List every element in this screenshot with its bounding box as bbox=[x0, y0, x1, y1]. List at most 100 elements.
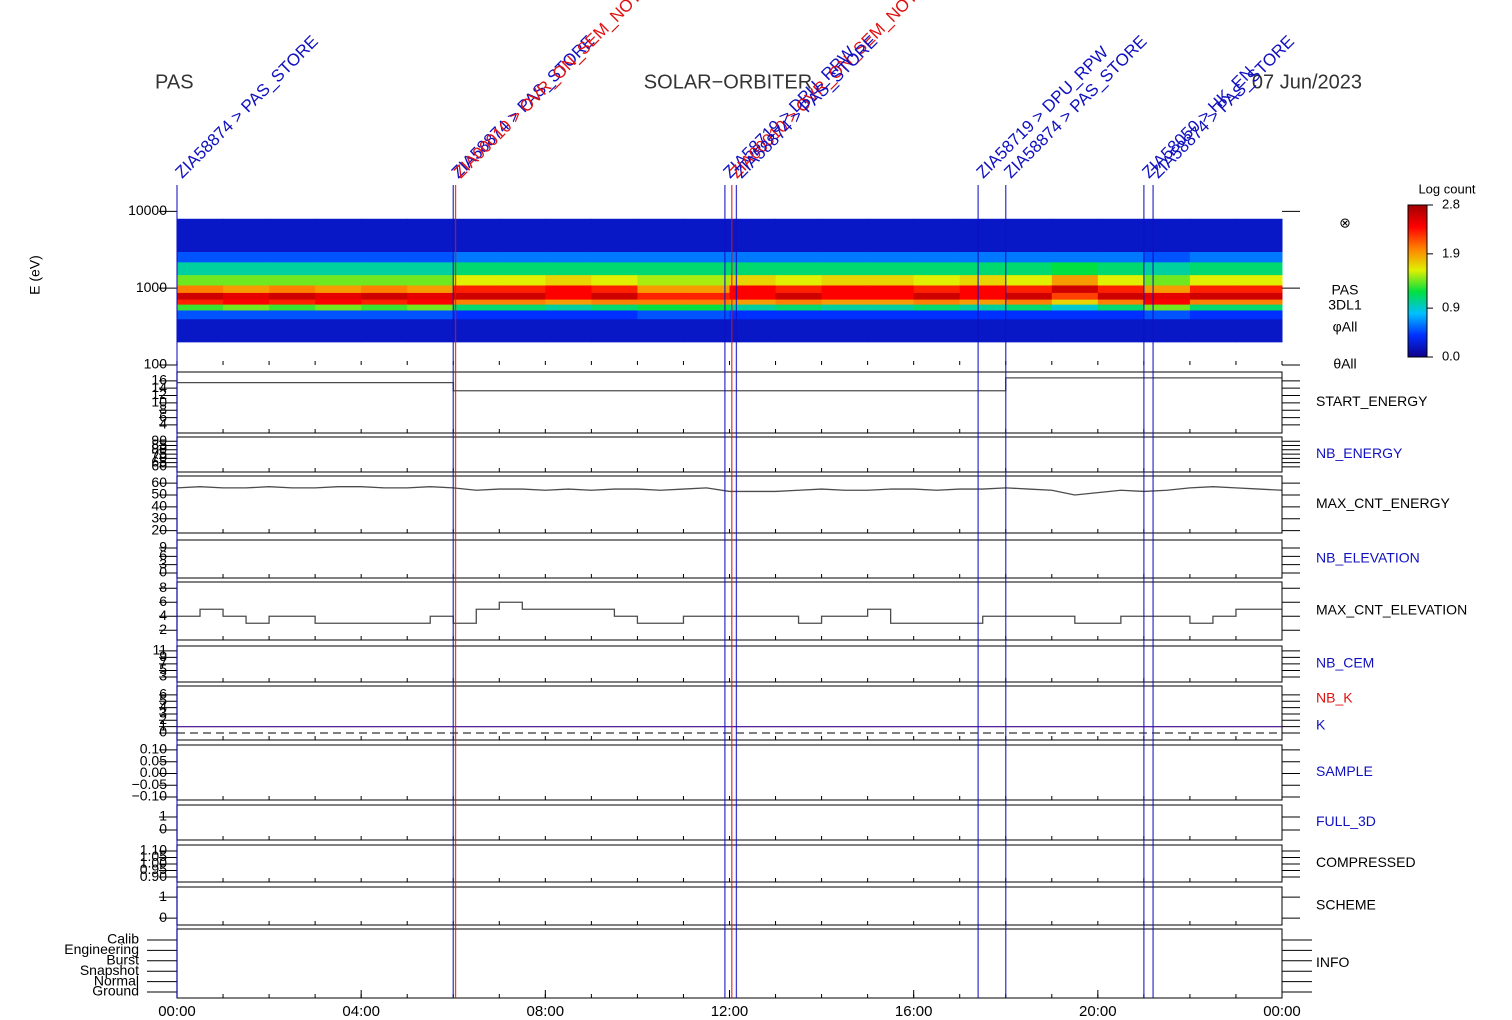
heatmap-cell bbox=[913, 292, 961, 300]
heatmap-cell bbox=[1235, 274, 1283, 286]
y-tick-label: 2 bbox=[159, 711, 167, 727]
y-tick-label: Engineering bbox=[64, 941, 139, 957]
heatmap-cell bbox=[499, 284, 546, 293]
y-tick-label: 90 bbox=[151, 432, 167, 448]
panel-frame bbox=[176, 371, 1283, 434]
heatmap-cell bbox=[1005, 218, 1053, 252]
heatmap-cell bbox=[453, 304, 500, 311]
heatmap-cell bbox=[453, 261, 500, 276]
panel-label: START_ENERGY bbox=[1316, 393, 1428, 409]
heatmap-cell bbox=[959, 299, 1007, 305]
heatmap-cell bbox=[959, 218, 1007, 252]
panel-frame bbox=[176, 581, 1283, 641]
heatmap-cell bbox=[315, 309, 362, 320]
y-tick-label: 3 bbox=[159, 705, 167, 721]
panel-label: MAX_CNT_ELEVATION bbox=[1316, 602, 1467, 618]
heatmap-cell bbox=[683, 309, 730, 320]
y-tick-label: 4 bbox=[159, 607, 167, 623]
heatmap-cell bbox=[1143, 318, 1191, 343]
header-left: PAS bbox=[155, 71, 194, 93]
heatmap-cell bbox=[775, 309, 823, 320]
heatmap-cell bbox=[499, 304, 546, 311]
y-tick-label: Calib bbox=[107, 931, 139, 947]
heatmap-cell bbox=[637, 304, 684, 311]
heatmap-cell bbox=[637, 292, 684, 300]
panel-label: 3DL1 bbox=[1328, 297, 1362, 313]
heatmap-cell bbox=[407, 318, 454, 343]
heatmap-cell bbox=[683, 318, 730, 343]
heatmap-cell bbox=[1143, 299, 1191, 305]
y-tick-label: Snapshot bbox=[80, 962, 139, 978]
heatmap-cell bbox=[177, 284, 224, 293]
y-tick-label: Normal bbox=[94, 972, 139, 988]
heatmap-cell bbox=[545, 299, 592, 305]
heatmap-cell bbox=[223, 318, 270, 343]
y-tick-label: 9 bbox=[159, 648, 167, 664]
heatmap-cell bbox=[867, 261, 915, 276]
heatmap-cell bbox=[1005, 318, 1053, 343]
heatmap-cell bbox=[1051, 318, 1099, 343]
heatmap-cell bbox=[545, 284, 592, 293]
heatmap-cell bbox=[269, 274, 316, 286]
y-tick-label: 60 bbox=[151, 474, 167, 490]
heatmap-cell bbox=[177, 274, 224, 286]
heatmap-cell bbox=[361, 292, 408, 300]
heatmap-cell bbox=[1189, 318, 1237, 343]
heatmap-cell bbox=[821, 304, 869, 311]
heatmap-cell bbox=[407, 309, 454, 320]
header-center: SOLAR−ORBITER bbox=[644, 71, 812, 93]
heatmap-cell bbox=[315, 284, 362, 293]
heatmap-cell bbox=[453, 274, 500, 286]
heatmap-cell bbox=[729, 284, 777, 293]
panel-label: FULL_3D bbox=[1316, 813, 1376, 829]
y-tick-label: 30 bbox=[151, 509, 167, 525]
heatmap-cell bbox=[1051, 299, 1099, 305]
heatmap-cell bbox=[361, 251, 408, 263]
heatmap-cell bbox=[683, 292, 730, 300]
heatmap-cell bbox=[499, 292, 546, 300]
heatmap-cell bbox=[775, 299, 823, 305]
heatmap-cell bbox=[177, 218, 224, 252]
heatmap-cell bbox=[729, 251, 777, 263]
heatmap-cell bbox=[729, 299, 777, 305]
y-tick-label: 1 bbox=[159, 808, 167, 824]
heatmap-cell bbox=[637, 274, 684, 286]
heatmap-cell bbox=[913, 299, 961, 305]
panel-label: PAS bbox=[1332, 282, 1359, 298]
heatmap-cell bbox=[1189, 304, 1237, 311]
heatmap-cell bbox=[683, 304, 730, 311]
y-tick-label: 1.00 bbox=[140, 855, 167, 871]
heatmap-cell bbox=[1051, 304, 1099, 311]
event-label: ZIA58719 > DPU_RPW bbox=[973, 43, 1112, 182]
y-tick-label: 20 bbox=[151, 521, 167, 537]
heatmap-cell bbox=[867, 304, 915, 311]
heatmap-cell bbox=[775, 292, 823, 300]
heatmap-cell bbox=[269, 218, 316, 252]
y-tick-label: 100 bbox=[144, 356, 168, 372]
heatmap-cell bbox=[1005, 261, 1053, 276]
panel-label: SAMPLE bbox=[1316, 763, 1373, 779]
y-tick-label: −0.05 bbox=[132, 776, 168, 792]
panel-frame bbox=[176, 475, 1283, 534]
heatmap-cell bbox=[1005, 292, 1053, 300]
panel-frame bbox=[176, 645, 1283, 683]
heatmap-cell bbox=[407, 284, 454, 293]
x-tick-label: 20:00 bbox=[1079, 1003, 1117, 1020]
heatmap-cell bbox=[453, 292, 500, 300]
heatmap-cell bbox=[1005, 284, 1053, 293]
heatmap-cell bbox=[1051, 284, 1099, 293]
heatmap-cell bbox=[453, 218, 500, 252]
y-tick-label: 6 bbox=[159, 547, 167, 563]
heatmap-cell bbox=[775, 218, 823, 252]
y-tick-label: 10 bbox=[151, 394, 167, 410]
heatmap-cell bbox=[1051, 251, 1099, 263]
heatmap-cell bbox=[177, 299, 224, 305]
heatmap-cell bbox=[269, 309, 316, 320]
heatmap-cell bbox=[959, 318, 1007, 343]
heatmap-cell bbox=[177, 292, 224, 300]
heatmap-cell bbox=[1005, 309, 1053, 320]
heatmap-cell bbox=[499, 318, 546, 343]
heatmap-cell bbox=[315, 318, 362, 343]
heatmap-cell bbox=[1143, 292, 1191, 300]
